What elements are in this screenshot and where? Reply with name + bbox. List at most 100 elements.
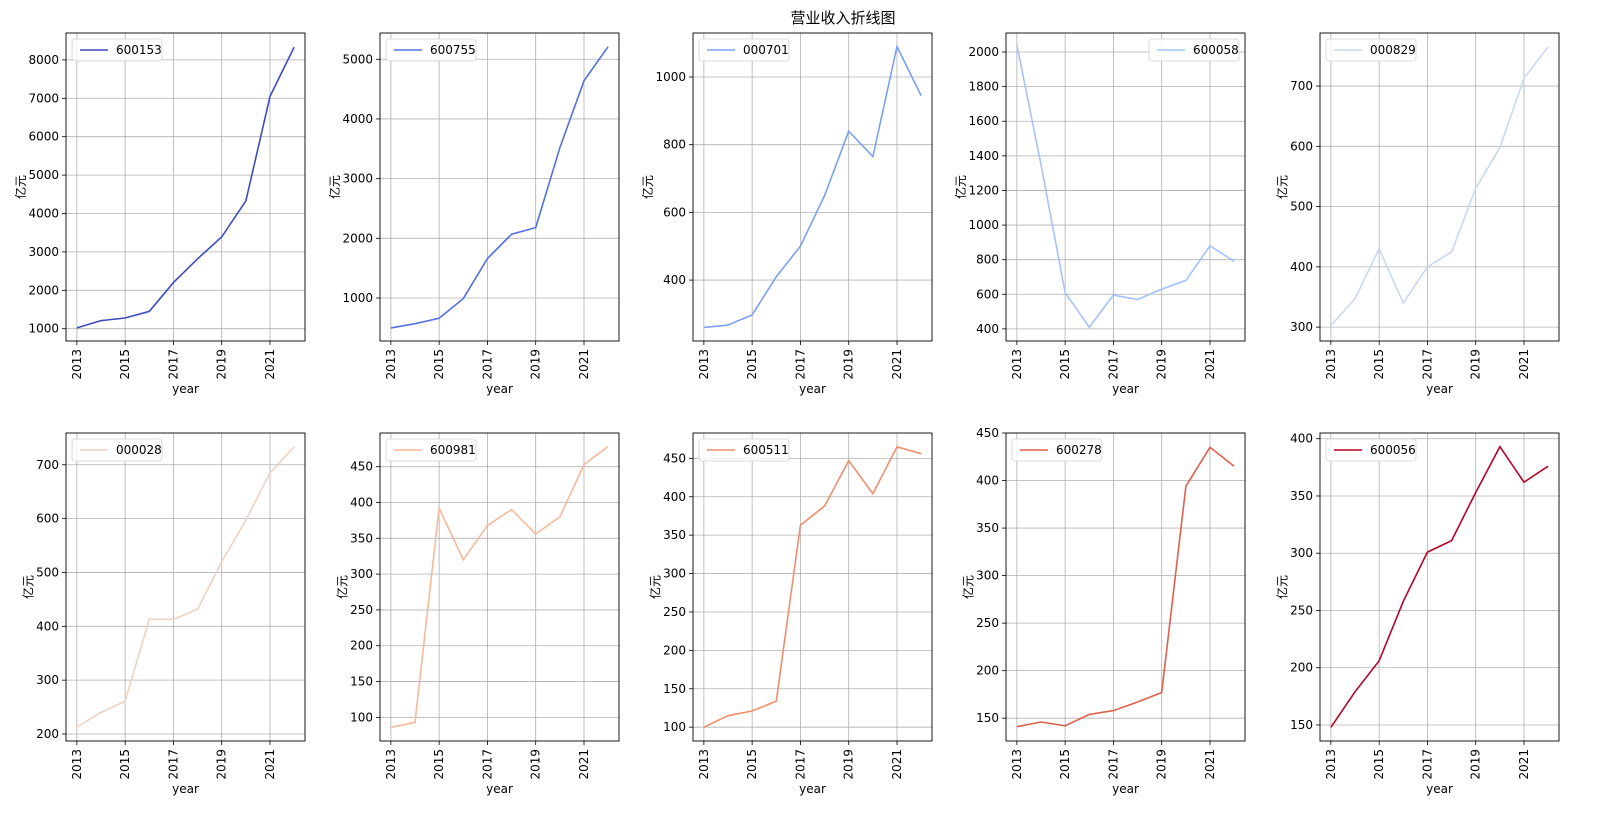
x-tick-label: 2017 [480,349,494,380]
plot-frame [379,32,620,342]
legend-label: 600278 [1056,443,1102,457]
y-axis-label: 亿元 [1274,575,1289,599]
x-tick-label: 2021 [263,749,277,780]
legend: 600981 [385,438,477,462]
x-tick-label: 2019 [1469,749,1483,780]
y-tick-label: 300 [36,673,59,687]
x-tick-label: 2019 [529,349,543,380]
x-tick-label: 2021 [577,349,591,380]
x-tick-label: 2021 [1203,349,1217,380]
y-tick-label: 250 [1290,603,1313,617]
y-tick-label: 450 [663,451,686,465]
legend-box [698,38,790,62]
y-tick-label: 800 [976,253,999,267]
y-tick-label: 800 [663,138,686,152]
legend-box [1011,438,1103,462]
x-tick-label: 2017 [166,349,180,380]
x-tick-label: 2015 [1058,349,1072,380]
plot-frame [1005,432,1246,742]
y-tick-label: 3000 [28,245,59,259]
x-axis-label: year [1426,782,1453,796]
y-tick-label: 2000 [968,45,999,59]
y-tick-label: 500 [1290,200,1313,214]
x-axis-label: year [1426,382,1453,396]
y-tick-label: 1000 [28,322,59,336]
y-tick-label: 400 [663,490,686,504]
y-tick-label: 150 [1290,718,1313,732]
legend: 600153 [71,38,163,62]
y-tick-label: 500 [36,565,59,579]
x-tick-label: 2019 [1155,349,1169,380]
x-tick-label: 2019 [842,749,856,780]
y-tick-label: 150 [350,675,373,689]
x-tick-label: 2015 [432,349,446,380]
x-tick-label: 2013 [1010,749,1024,780]
plot-frame [1005,32,1246,342]
y-tick-label: 1200 [968,183,999,197]
y-tick-label: 350 [1290,489,1313,503]
y-axis-label: 亿元 [334,575,349,599]
legend-label: 600153 [116,43,162,57]
x-tick-label: 2017 [1420,749,1434,780]
x-tick-label: 2017 [480,749,494,780]
legend-box [1148,38,1240,62]
y-tick-label: 5000 [342,52,373,66]
legend-box [1325,38,1417,62]
y-tick-label: 600 [1290,139,1313,153]
series-line-600058 [1016,44,1235,329]
subplot-600511: 2013 2015 2017 2019 2021 100 150 200 250 300 350 40… [647,432,933,796]
y-tick-label: 100 [663,720,686,734]
series-line-600278 [1016,446,1235,728]
y-tick-label: 150 [663,682,686,696]
x-axis-label: year [799,782,826,796]
legend: 000701 [698,38,790,62]
series-line-600511 [703,445,922,728]
series-line-600153 [76,46,295,329]
legend-box [1325,438,1417,462]
y-tick-label: 1800 [968,80,999,94]
y-tick-label: 250 [663,605,686,619]
legend-box [385,438,477,462]
x-tick-label: 2013 [70,749,84,780]
subplot-000028: 2013 2015 2017 2019 2021 200 300 400 500 600 700 ye… [20,432,306,796]
x-tick-label: 2017 [1106,749,1120,780]
x-tick-label: 2013 [1010,349,1024,380]
legend-label: 000028 [116,443,162,457]
legend-label: 000701 [743,43,789,57]
x-axis-label: year [486,382,513,396]
x-tick-label: 2017 [1106,349,1120,380]
figure-title: 营业收入折线图 [790,9,895,27]
plot-frame [65,432,306,742]
x-tick-label: 2015 [118,349,132,380]
y-tick-label: 7000 [28,91,59,105]
x-axis-label: year [172,782,199,796]
x-tick-label: 2021 [1517,749,1531,780]
x-tick-label: 2017 [1420,349,1434,380]
y-tick-label: 350 [663,528,686,542]
legend: 000028 [71,438,163,462]
x-tick-label: 2019 [842,349,856,380]
x-tick-label: 2015 [745,749,759,780]
plot-frame [692,432,933,742]
y-tick-label: 2000 [28,283,59,297]
y-tick-label: 4000 [342,112,373,126]
y-tick-label: 600 [36,512,59,526]
y-tick-label: 400 [976,474,999,488]
x-tick-label: 2013 [697,349,711,380]
y-axis-label: 亿元 [640,175,655,199]
series-line-000701 [703,44,922,329]
subplot-600058: 2013 2015 2017 2019 2021 400 600 800 1000 1200 140… [953,32,1246,396]
x-tick-label: 2015 [1372,349,1386,380]
x-tick-label: 2015 [1372,749,1386,780]
y-tick-label: 5000 [28,168,59,182]
plot-frame [379,432,620,742]
x-tick-label: 2021 [1203,749,1217,780]
x-tick-label: 2013 [384,749,398,780]
series-line-600981 [390,445,609,729]
y-tick-label: 300 [663,567,686,581]
x-axis-label: year [1112,382,1139,396]
legend-box [698,438,790,462]
x-tick-label: 2013 [1324,349,1338,380]
y-axis-label: 亿元 [13,175,28,199]
